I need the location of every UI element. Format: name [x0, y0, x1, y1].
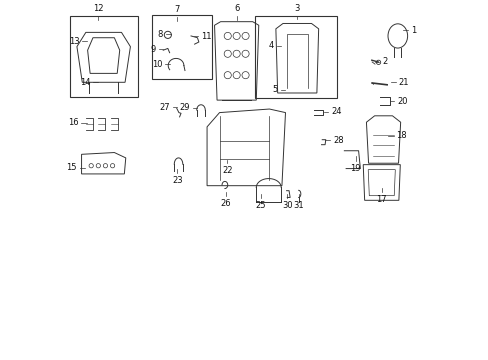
Text: 24: 24 — [330, 107, 341, 116]
Text: 14: 14 — [80, 78, 90, 87]
Text: 5: 5 — [272, 85, 278, 94]
Text: 9: 9 — [150, 45, 156, 54]
Text: 7: 7 — [174, 5, 180, 14]
Text: 20: 20 — [396, 97, 407, 106]
Text: 3: 3 — [294, 4, 299, 13]
Text: 17: 17 — [376, 195, 386, 204]
Text: 19: 19 — [350, 163, 360, 172]
Bar — [255, 16, 337, 98]
Text: 30: 30 — [282, 201, 292, 210]
Text: 21: 21 — [398, 78, 408, 87]
Text: 25: 25 — [255, 201, 265, 210]
Text: 12: 12 — [93, 4, 103, 13]
Text: 29: 29 — [180, 103, 190, 112]
Text: 22: 22 — [222, 166, 232, 175]
Text: 11: 11 — [201, 32, 211, 41]
Bar — [151, 14, 212, 79]
Text: 27: 27 — [160, 103, 170, 112]
Text: 1: 1 — [410, 26, 415, 35]
Text: 4: 4 — [268, 41, 273, 50]
Text: 28: 28 — [332, 136, 343, 145]
Text: 2: 2 — [381, 57, 386, 66]
Text: 16: 16 — [68, 118, 78, 127]
Text: 31: 31 — [293, 201, 304, 210]
Text: 23: 23 — [172, 176, 183, 185]
Text: 8: 8 — [158, 30, 163, 39]
Text: 6: 6 — [234, 4, 240, 13]
Text: 15: 15 — [66, 163, 77, 172]
Text: 18: 18 — [396, 131, 406, 140]
Text: 13: 13 — [69, 37, 79, 46]
Text: 10: 10 — [152, 60, 162, 69]
Bar — [70, 16, 137, 96]
Text: 26: 26 — [220, 199, 231, 208]
